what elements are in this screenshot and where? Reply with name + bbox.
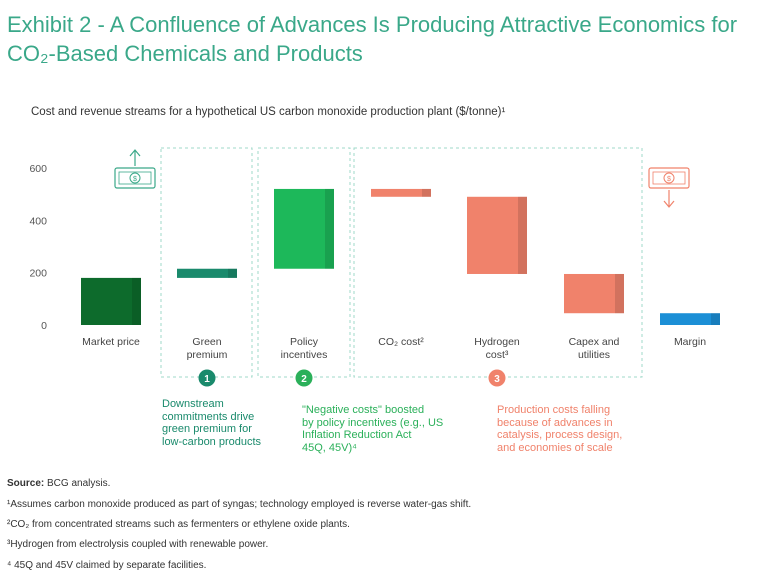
bill-outline: [114, 167, 156, 189]
annotation-line: "Negative costs" boosted: [302, 404, 425, 416]
annotation-line: low-carbon products: [162, 435, 262, 448]
annotation-line: 45Q, 45V)⁴: [302, 441, 357, 454]
category-label: Margin: [674, 336, 706, 348]
chart-subtitle: Cost and revenue streams for a hypotheti…: [31, 106, 506, 118]
category-label: Market price: [82, 336, 140, 348]
bill-inner: [118, 171, 152, 185]
bar-policy-incentives: [274, 188, 334, 269]
footnote-2: ²CO₂ from concentrated streams such as f…: [7, 519, 350, 530]
annotation-line: commitments drive: [162, 410, 255, 423]
badge-1: [198, 369, 216, 387]
arrow-head: [129, 149, 141, 157]
bar-capex-and-utilities: [564, 273, 624, 314]
category-label: premium: [187, 349, 228, 361]
bill-outline: [648, 167, 690, 189]
bar-shade-green-premium: [228, 268, 237, 278]
annotation-line: Production costs falling: [497, 404, 611, 416]
footnote-1: ¹Assumes carbon monoxide produced as par…: [7, 499, 472, 510]
bar-hydrogen-cost: [467, 196, 527, 274]
y-tick-label: 600: [29, 163, 47, 175]
money-up-icon: $: [114, 149, 156, 189]
badge-3: [488, 369, 506, 387]
footnote-3: ³Hydrogen from electrolysis coupled with…: [7, 539, 269, 550]
badge-number: 2: [301, 374, 307, 385]
bar-market-price: [81, 277, 141, 325]
annotation-production-costs: Production costs falling because of adva…: [497, 404, 622, 454]
category-label: cost³: [486, 349, 509, 361]
bar-shade-market-price: [132, 277, 141, 325]
badge-number: 1: [204, 374, 210, 385]
annotation-line: Inflation Reduction Act: [302, 429, 412, 441]
annotation-line: green premium for: [162, 423, 252, 435]
badge-2: [295, 369, 313, 387]
category-label: Green: [192, 336, 221, 348]
money-down-icon: $: [648, 167, 690, 208]
bill-coin: [129, 172, 141, 184]
badge-number: 3: [494, 374, 500, 385]
y-tick-label: 0: [41, 320, 47, 332]
bar-shade-capex-and-utilities: [615, 273, 624, 314]
annotation-line: by policy incentives (e.g., US: [302, 416, 444, 429]
bar-shade-policy-incentives: [325, 188, 334, 269]
category-label: incentives: [281, 349, 328, 361]
annotation-line: catalysis, process design,: [497, 429, 623, 441]
arrow-head: [663, 200, 675, 208]
y-tick-label: 400: [29, 215, 47, 227]
bar-shade-co-cost: [422, 188, 431, 197]
bar-co-cost: [371, 188, 431, 197]
category-label: Hydrogen: [474, 336, 520, 348]
category-label: CO₂ cost²: [378, 336, 424, 348]
source-text: BCG analysis.: [44, 478, 111, 489]
category-label: utilities: [578, 349, 610, 361]
source-note: Source: BCG analysis.: [7, 478, 110, 489]
source-label: Source:: [7, 478, 45, 489]
footnote-4: ⁴ 45Q and 45V claimed by separate facili…: [7, 560, 207, 571]
bar-margin: [660, 313, 720, 325]
annotation-green-premium: Downstream commitments drive green premi…: [162, 398, 261, 448]
annotation-line: because of advances in: [497, 416, 613, 429]
y-tick-label: 200: [29, 268, 47, 280]
bar-green-premium: [177, 268, 237, 278]
bar-shade-margin: [711, 313, 720, 325]
group-box-green-premium: [160, 147, 253, 378]
dollar-sign: $: [133, 176, 137, 183]
dollar-sign: $: [667, 176, 671, 183]
category-label: Policy: [290, 336, 319, 348]
bill-inner: [652, 171, 686, 185]
annotation-line: Downstream: [162, 398, 224, 410]
bill-coin: [663, 172, 675, 184]
page-title: Exhibit 2 - A Confluence of Advances Is …: [7, 12, 738, 66]
bar-shade-hydrogen-cost: [518, 196, 527, 274]
category-label: Capex and: [569, 336, 620, 348]
annotation-line: and economies of scale: [497, 441, 613, 454]
annotation-policy-incentives: "Negative costs" boosted by policy incen…: [302, 404, 443, 454]
